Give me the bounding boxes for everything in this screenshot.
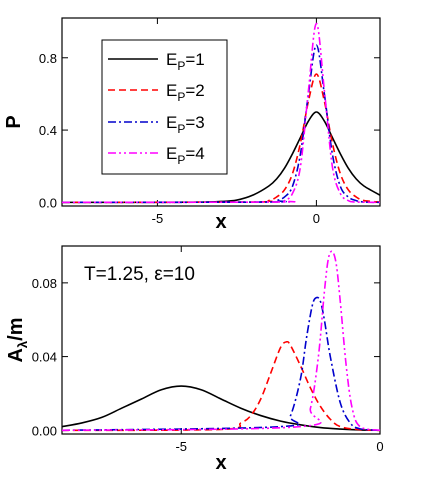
a-series-line-ep2 (61, 340, 381, 432)
legend-label-ep3: EP=3 (166, 113, 205, 136)
panel-a: -5 0 0.00 0.04 0.08 x Aλ/m T=1.25, ε=10 (5, 245, 384, 474)
a-ytick-label-2: 0.08 (32, 276, 57, 291)
a-series-line-ep1 (61, 385, 381, 432)
p-yaxis-title: P (3, 115, 25, 128)
a-xtick-label-0: -5 (175, 439, 187, 454)
p-series-line-ep4 (61, 22, 381, 204)
legend-label-ep4: EP=4 (166, 144, 205, 167)
a-series-line-ep4 (61, 250, 381, 432)
a-ytick-label-0: 0.00 (32, 423, 57, 438)
p-ytick-label-2: 0.8 (39, 51, 57, 66)
a-annotation: T=1.25, ε=10 (84, 264, 195, 285)
legend-label-ep2: EP=2 (166, 81, 205, 104)
legend-box (101, 39, 228, 175)
p-series-line-ep3 (61, 44, 381, 204)
plot-frame-a (61, 245, 381, 435)
a-xtick-label-1: 0 (376, 439, 383, 454)
a-lines (61, 250, 381, 432)
p-xaxis-title: x (215, 211, 226, 233)
p-series-line-ep2 (61, 73, 381, 204)
a-ytick-label-1: 0.04 (32, 350, 57, 365)
p-ytick-label-0: 0.0 (39, 195, 57, 210)
p-series-line-ep1 (61, 111, 381, 204)
plot-frame-p (61, 17, 381, 207)
p-xtick-label-1: 0 (313, 211, 320, 226)
p-lines (61, 22, 381, 204)
legend-label-ep1: EP=1 (166, 50, 205, 73)
p-ytick-label-1: 0.4 (39, 123, 57, 138)
a-xaxis-title: x (215, 452, 226, 474)
p-ticks: -5 0 0.0 0.4 0.8 (39, 18, 380, 226)
panel-p: -5 0 0.0 0.4 0.8 x P EP=1 EP=2 EP=3 EP=4 (3, 17, 381, 233)
a-yaxis-title: Aλ/m (5, 317, 30, 362)
p-xtick-label-0: -5 (152, 211, 164, 226)
a-series-line-ep3 (61, 296, 381, 432)
legend: EP=1 EP=2 EP=3 EP=4 (101, 39, 228, 175)
